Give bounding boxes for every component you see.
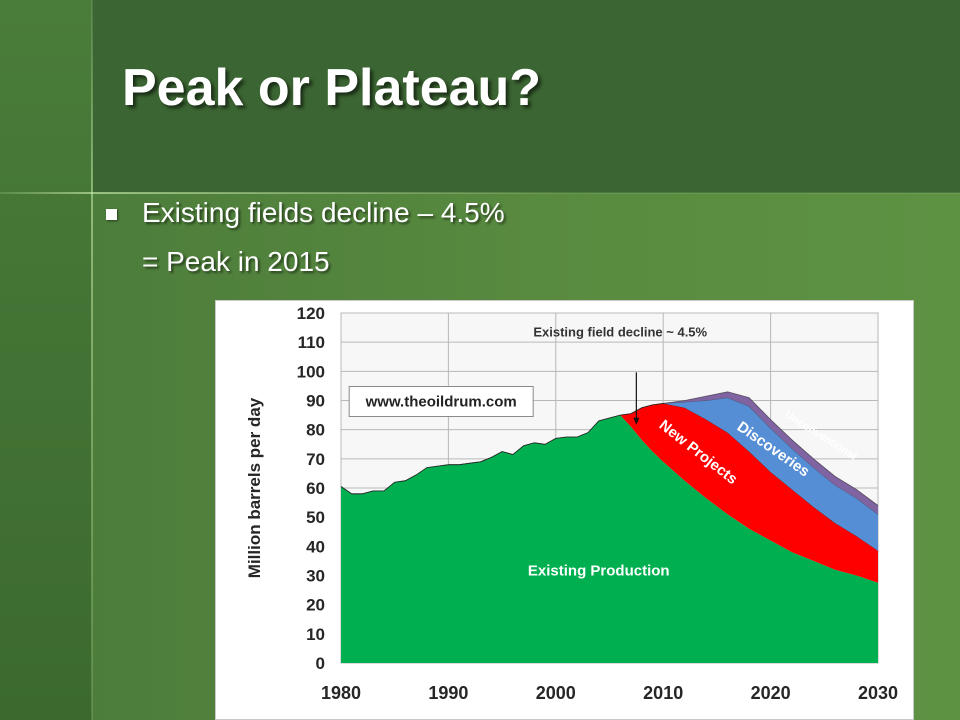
discoveries-area xyxy=(341,397,878,551)
y-tick-label: 90 xyxy=(306,392,325,411)
accent-horizontal-line xyxy=(0,192,960,194)
title-band xyxy=(0,0,960,193)
x-tick-label: 1980 xyxy=(321,683,361,703)
bullet-subline: = Peak in 2015 xyxy=(142,246,330,277)
y-tick-label: 120 xyxy=(297,304,325,323)
y-tick-label: 30 xyxy=(306,567,325,586)
y-tick-label: 50 xyxy=(306,508,325,527)
y-axis-label: Million barrels per day xyxy=(245,397,264,578)
bullet-text: Existing fields decline – 4.5% xyxy=(142,197,505,228)
existing-production-area xyxy=(341,415,878,663)
x-tick-label: 2030 xyxy=(858,683,898,703)
decline-arrowhead xyxy=(633,417,640,425)
y-tick-label: 20 xyxy=(306,596,325,615)
x-tick-label: 1990 xyxy=(428,683,468,703)
source-label: www.theoildrum.com xyxy=(365,394,517,411)
y-tick-label: 40 xyxy=(306,537,325,556)
y-tick-label: 80 xyxy=(306,421,325,440)
bullet-marker xyxy=(106,209,117,220)
oil-production-chart: 0 10 20 30 40 50 60 70 80 90 100 110 120 1980 1990 2000… xyxy=(215,300,914,720)
existing-production-label: Existing Production xyxy=(528,563,670,580)
y-tick-label: 100 xyxy=(297,362,325,381)
y-tick-label: 70 xyxy=(306,450,325,469)
left-band xyxy=(0,0,92,720)
y-tick-label: 60 xyxy=(306,479,325,498)
y-tick-label: 110 xyxy=(298,333,325,352)
accent-vertical-line xyxy=(91,0,93,720)
x-tick-label: 2010 xyxy=(643,683,683,703)
x-tick-label: 2000 xyxy=(536,683,576,703)
x-tick-label: 2020 xyxy=(751,683,791,703)
y-tick-label: 0 xyxy=(316,654,325,673)
decline-annotation: Existing field decline ~ 4.5% xyxy=(533,324,707,339)
new-projects-area xyxy=(341,403,878,583)
source-box xyxy=(348,386,534,417)
unconventional-edge xyxy=(340,391,879,506)
y-tick-label: 10 xyxy=(306,625,325,644)
slide-title: Peak or Plateau? xyxy=(122,59,542,117)
